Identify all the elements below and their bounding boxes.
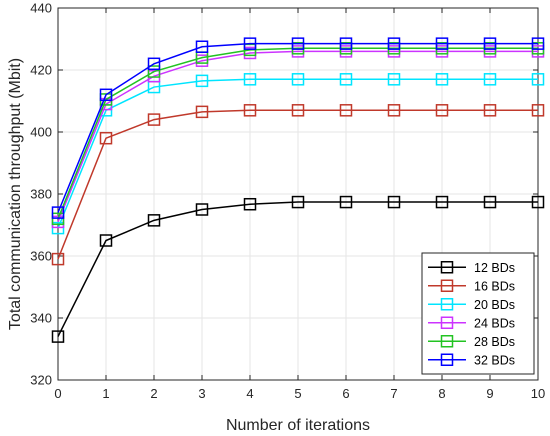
data-point [195, 74, 209, 88]
legend-marker [440, 335, 454, 348]
data-point [339, 37, 353, 50]
data-point [435, 37, 449, 50]
data-point [483, 195, 497, 209]
x-tick-label: 8 [438, 386, 445, 401]
legend-label: 28 BDs [474, 335, 515, 349]
data-point [99, 131, 113, 145]
y-tick-label: 320 [30, 373, 52, 388]
data-point [291, 195, 305, 209]
legend-box [421, 252, 535, 375]
legend-marker [440, 279, 454, 292]
axes: 0 1 2 3 4 5 6 7 8 9 10 320 340 360 380 400 420 440 [30, 1, 545, 402]
series-line [57, 109, 538, 260]
data-point [291, 73, 305, 86]
series-layer [51, 37, 545, 343]
data-point [339, 73, 353, 86]
y-tick-label: 380 [30, 187, 52, 202]
series-line [57, 42, 538, 213]
x-tick-label: 5 [294, 386, 301, 401]
data-point [147, 214, 161, 227]
legend: 12 BDs 16 BDs 20 BDs 24 BDs 28 BDs 32 BDs [421, 252, 535, 375]
data-point [531, 104, 545, 117]
data-point [435, 195, 449, 209]
series-line [57, 50, 538, 223]
series-12-bds [51, 195, 545, 343]
series-line [57, 78, 538, 229]
y-tick-label: 400 [30, 125, 52, 140]
legend-label: 16 BDs [474, 279, 515, 293]
data-point [387, 73, 401, 86]
x-tick-label: 6 [342, 386, 349, 401]
data-point [195, 40, 209, 53]
legend-item: 28 BDs [428, 335, 515, 349]
data-point [531, 195, 545, 209]
data-point [291, 37, 305, 50]
series-32-bds [51, 37, 545, 219]
x-tick-label: 0 [54, 386, 61, 401]
legend-marker [440, 316, 454, 329]
x-tick-label: 9 [486, 386, 493, 401]
data-point [147, 57, 161, 71]
legend-label: 32 BDs [474, 353, 515, 367]
x-tick-label: 1 [102, 386, 109, 401]
data-point [99, 88, 113, 102]
data-point [387, 195, 401, 209]
data-point [243, 197, 257, 211]
series-line [57, 201, 538, 337]
legend-item: 32 BDs [428, 353, 515, 367]
data-point [195, 105, 209, 119]
legend-item: 24 BDs [428, 316, 515, 330]
y-tick-label: 340 [30, 311, 52, 326]
y-tick-label: 360 [30, 249, 52, 264]
legend-item: 20 BDs [428, 298, 515, 312]
data-point [483, 104, 497, 117]
data-point [99, 234, 113, 247]
data-point [147, 113, 161, 126]
series-line [57, 47, 538, 220]
data-point [531, 37, 545, 50]
data-point [195, 203, 209, 216]
data-point [339, 195, 353, 209]
data-point [339, 104, 353, 117]
data-point [51, 330, 65, 343]
data-point [387, 37, 401, 50]
legend-label: 12 BDs [474, 261, 515, 275]
data-point [243, 37, 257, 50]
data-point [531, 73, 545, 86]
series-16-bds [51, 104, 545, 266]
data-point [243, 73, 257, 86]
x-tick-label: 4 [246, 386, 253, 401]
legend-marker [440, 261, 454, 274]
data-point [51, 252, 65, 266]
y-tick-label: 440 [30, 1, 52, 16]
data-point [435, 73, 449, 86]
y-axis-label: Total communication throughput (Mbit) [7, 58, 24, 330]
x-tick-label: 2 [150, 386, 157, 401]
legend-label: 24 BDs [474, 316, 515, 330]
x-tick-label: 7 [390, 386, 397, 401]
legend-label: 20 BDs [474, 298, 515, 312]
data-point [387, 104, 401, 117]
data-point [435, 104, 449, 117]
data-point [147, 65, 161, 78]
data-point [483, 73, 497, 86]
data-point [483, 37, 497, 50]
legend-marker [440, 298, 454, 311]
legend-marker [440, 353, 454, 366]
data-point [243, 104, 257, 117]
y-tick-label: 420 [30, 63, 52, 78]
legend-item: 12 BDs [428, 261, 515, 275]
legend-item: 16 BDs [428, 279, 515, 293]
x-tick-label: 3 [198, 386, 205, 401]
data-point [51, 206, 65, 219]
x-tick-label: 10 [531, 386, 545, 401]
x-axis-label: Number of iterations [226, 417, 370, 434]
data-point [291, 104, 305, 117]
